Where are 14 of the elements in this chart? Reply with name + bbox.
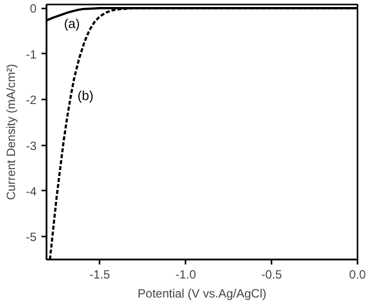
y-tick-label: -1 — [26, 47, 37, 62]
y-tick-label: 0 — [30, 2, 37, 16]
x-tick-label: -1.0 — [175, 268, 196, 282]
y-tick-label: -3 — [26, 138, 37, 153]
y-axis-title: Current Density (mA/cm²) — [4, 64, 18, 200]
x-tick-label: 0.0 — [349, 268, 366, 282]
x-tick-label: -1.5 — [89, 268, 110, 282]
x-tick-label: -0.5 — [261, 268, 282, 282]
y-tick-label: -4 — [26, 184, 37, 198]
x-axis-title: Potential (V vs.Ag/AgCl) — [138, 286, 266, 300]
y-tick-label: -5 — [26, 230, 37, 244]
series-label: (a) — [64, 16, 80, 32]
series-label: (b) — [78, 88, 94, 103]
y-tick-label: -2 — [26, 93, 37, 108]
